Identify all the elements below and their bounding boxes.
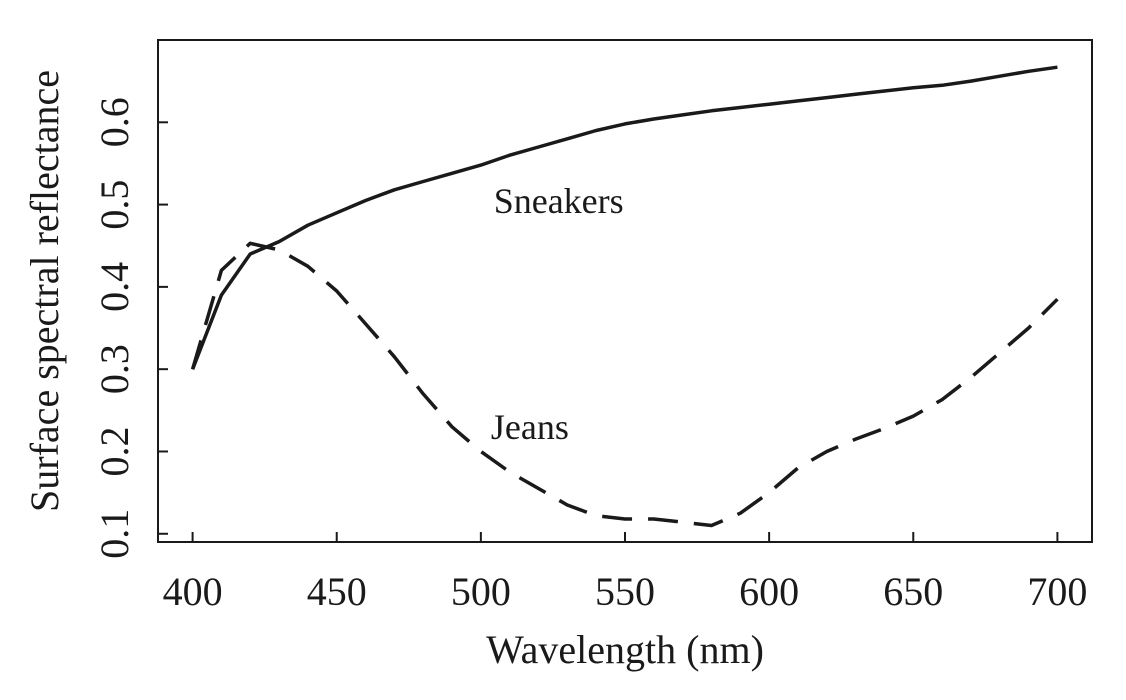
series-line-sneakers bbox=[190, 65, 1058, 370]
y-tick-label: 0.5 bbox=[92, 180, 137, 230]
x-axis-label: Wavelength (nm) bbox=[486, 627, 764, 672]
y-tick-label: 0.1 bbox=[92, 509, 137, 559]
x-tick-label: 550 bbox=[595, 569, 655, 614]
series-label-sneakers: Sneakers bbox=[494, 181, 624, 221]
y-axis-ticks: 0.1 0.2 0.3 0.4 0.5 0.6 bbox=[92, 97, 168, 559]
x-tick-label: 400 bbox=[163, 569, 223, 614]
x-axis-ticks: 400 450 500 550 600 650 700 bbox=[163, 532, 1087, 614]
x-tick-label: 500 bbox=[451, 569, 511, 614]
annotation-layer: Sneakers Jeans bbox=[491, 181, 624, 447]
plot-frame bbox=[157, 39, 1093, 543]
y-tick-label: 0.6 bbox=[92, 97, 137, 147]
series-layer bbox=[190, 65, 1059, 528]
y-axis-label: Surface spectral reflectance bbox=[22, 70, 67, 512]
y-tick-label: 0.2 bbox=[92, 426, 137, 476]
series-label-jeans: Jeans bbox=[491, 407, 569, 447]
x-tick-label: 600 bbox=[739, 569, 799, 614]
y-tick-label: 0.4 bbox=[92, 262, 137, 312]
x-tick-label: 700 bbox=[1027, 569, 1087, 614]
y-tick-label: 0.3 bbox=[92, 344, 137, 394]
series-line-jeans bbox=[190, 241, 1059, 528]
x-tick-label: 650 bbox=[883, 569, 943, 614]
x-tick-label: 450 bbox=[307, 569, 367, 614]
